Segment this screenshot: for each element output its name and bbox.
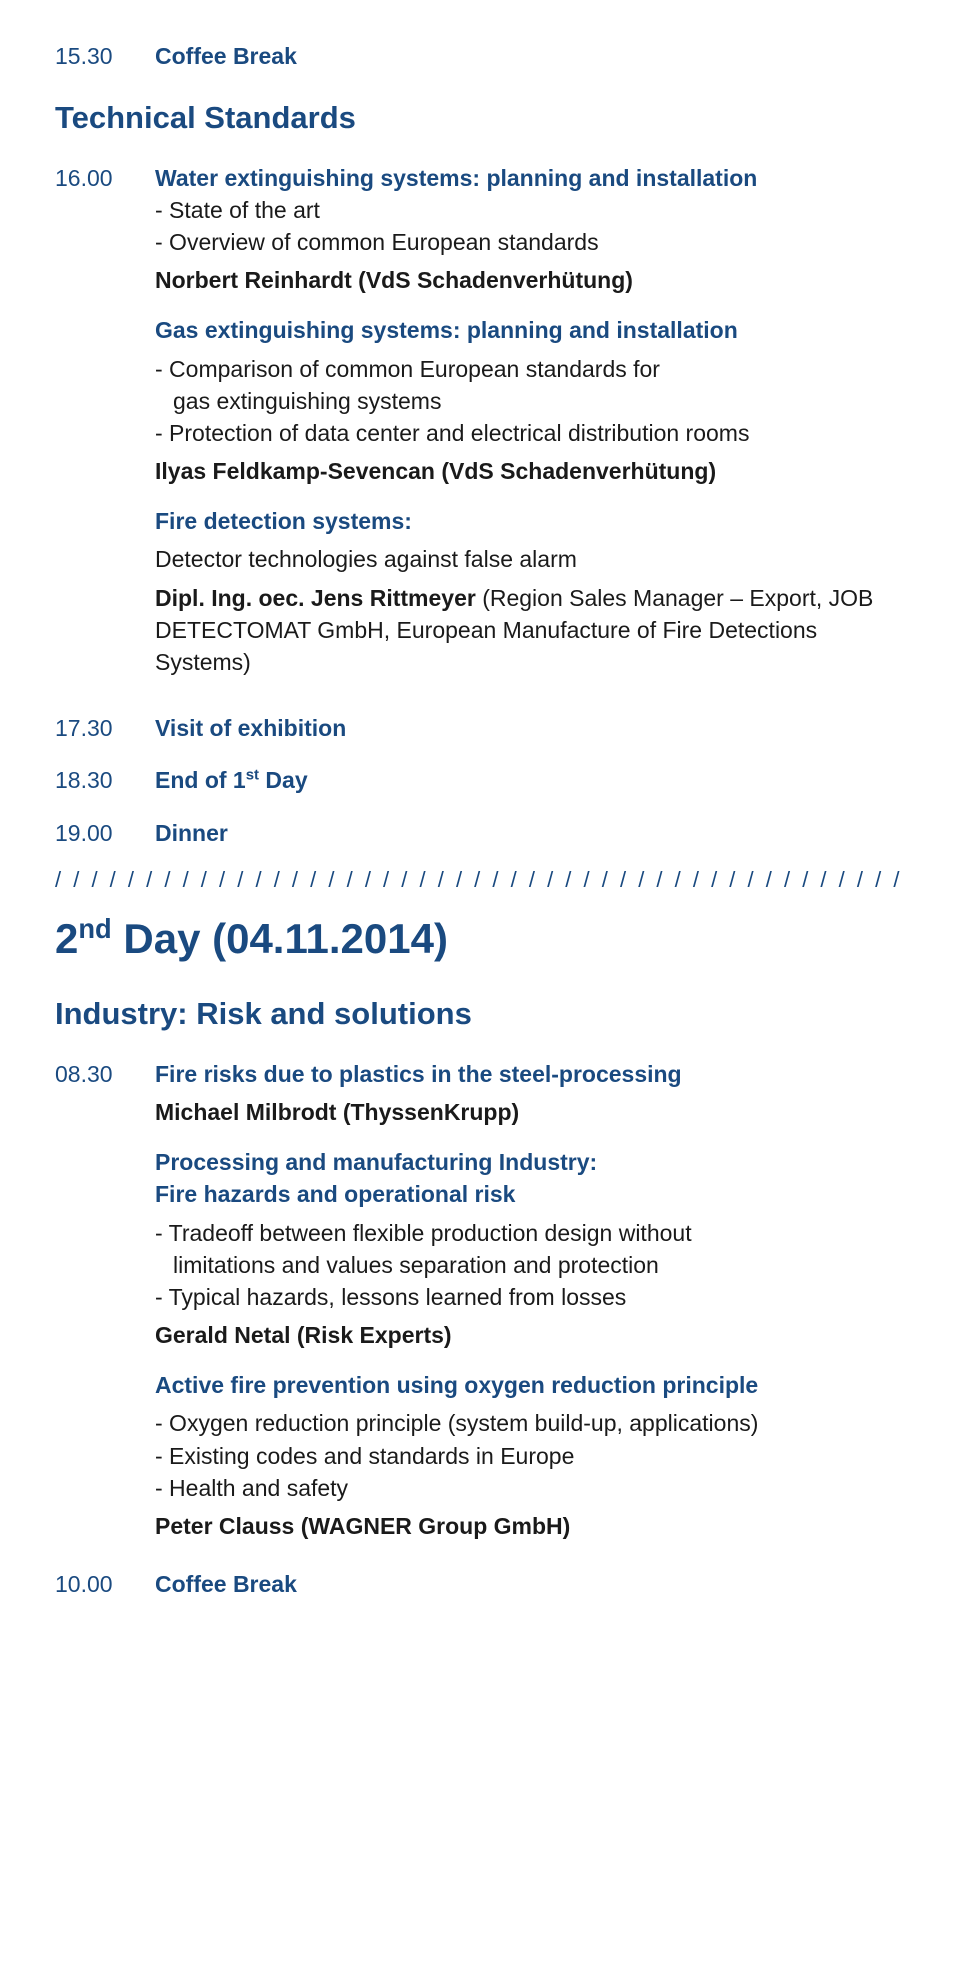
schedule-row: 18.30 End of 1st Day [55,764,905,796]
time-cell: 10.00 [55,1568,155,1600]
talk-subtitle: Fire detection systems: [155,505,905,537]
day-pre: 2 [55,915,78,962]
time-cell: 08.30 [55,1058,155,1556]
bullet: - Overview of common European standards [155,226,905,258]
bullet: - Typical hazards, lessons learned from … [155,1281,905,1313]
day-post: Day (04.11.2014) [112,915,448,962]
talk-line: Detector technologies against false alar… [155,543,905,575]
section-heading-industry: Industry: Risk and solutions [55,992,905,1035]
title-cell: Coffee Break [155,1568,905,1600]
bullet: - Existing codes and standards in Europe [155,1440,905,1472]
schedule-row: 19.00 Dinner [55,817,905,849]
content-cell: Fire risks due to plastics in the steel-… [155,1058,905,1556]
time-cell: 15.30 [55,40,155,72]
time-cell: 17.30 [55,712,155,744]
speaker: Ilyas Feldkamp-Sevencan (VdS Schadenverh… [155,455,905,487]
schedule-row: 17.30 Visit of exhibition [55,712,905,744]
speaker: Norbert Reinhardt (VdS Schadenverhütung) [155,264,905,296]
divider-slashes: / / / / / / / / / / / / / / / / / / / / … [55,865,905,896]
speaker: Michael Milbrodt (ThyssenKrupp) [155,1096,905,1128]
title-cell: Visit of exhibition [155,712,905,744]
title-cell: End of 1st Day [155,764,905,796]
title-sup: st [246,767,259,784]
speaker-name: Dipl. Ing. oec. Jens Rittmeyer [155,585,476,611]
bullet: - Oxygen reduction principle (system bui… [155,1407,905,1439]
talk-subtitle: Active fire prevention using oxygen redu… [155,1369,905,1401]
schedule-row: 16.00 Water extinguishing systems: plann… [55,162,905,685]
time-cell: 19.00 [55,817,155,849]
day-sup: nd [78,913,111,944]
speaker: Dipl. Ing. oec. Jens Rittmeyer (Region S… [155,582,905,679]
day-heading: 2nd Day (04.11.2014) [55,910,905,969]
bullet: - State of the art [155,194,905,226]
bullet: - Tradeoff between flexible production d… [155,1217,905,1249]
schedule-row: 15.30 Coffee Break [55,40,905,72]
talk-subtitle-line2: Fire hazards and operational risk [155,1178,905,1210]
title-cell: Coffee Break [155,40,905,72]
schedule-row: 08.30 Fire risks due to plastics in the … [55,1058,905,1556]
talk-title: Water extinguishing systems: planning an… [155,162,905,194]
bullet-cont: gas extinguishing systems [155,385,905,417]
speaker: Gerald Netal (Risk Experts) [155,1319,905,1351]
bullet: - Comparison of common European standard… [155,353,905,385]
talk-title: Fire risks due to plastics in the steel-… [155,1058,905,1090]
speaker: Peter Clauss (WAGNER Group GmbH) [155,1510,905,1542]
bullet-cont: limitations and values separation and pr… [155,1249,905,1281]
bullet: - Protection of data center and electric… [155,417,905,449]
title-post: Day [259,767,308,793]
section-heading-technical-standards: Technical Standards [55,96,905,139]
talk-subtitle-line1: Processing and manufacturing Industry: [155,1146,905,1178]
talk-subtitle: Gas extinguishing systems: planning and … [155,314,905,346]
content-cell: Water extinguishing systems: planning an… [155,162,905,685]
time-cell: 18.30 [55,764,155,796]
schedule-row: 10.00 Coffee Break [55,1568,905,1600]
time-cell: 16.00 [55,162,155,685]
bullet: - Health and safety [155,1472,905,1504]
title-cell: Dinner [155,817,905,849]
title-pre: End of 1 [155,767,246,793]
